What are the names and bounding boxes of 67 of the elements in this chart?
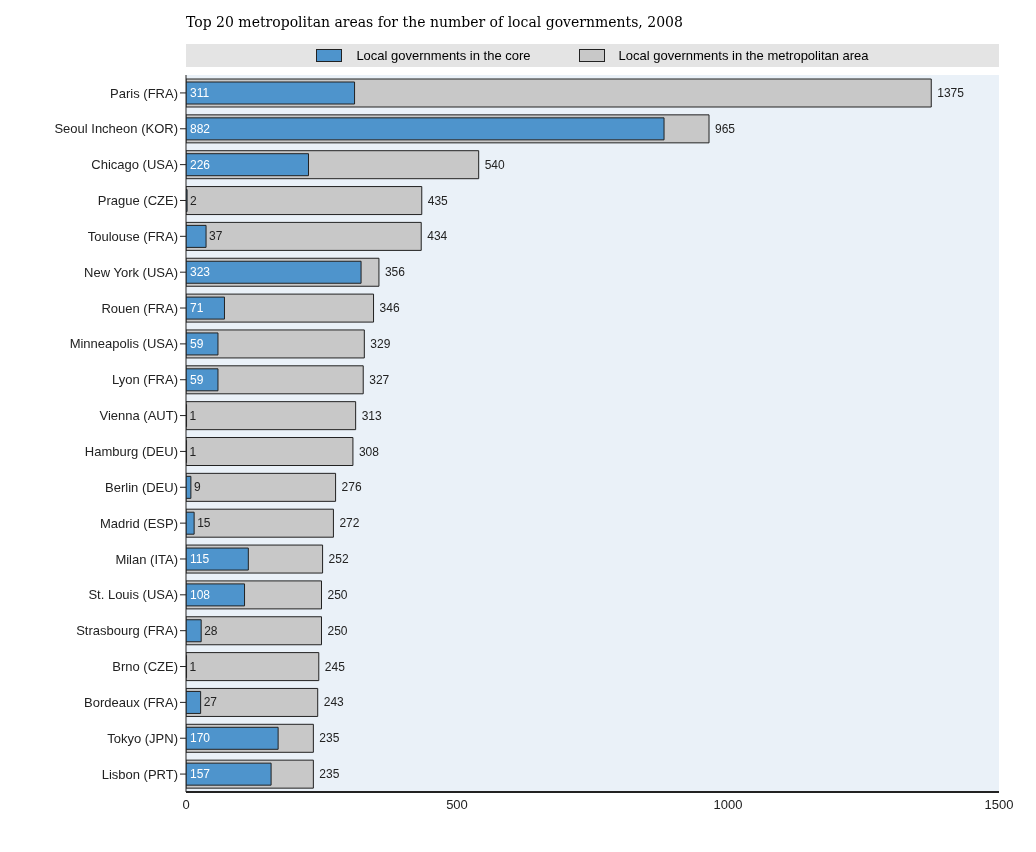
data-label: 435 xyxy=(427,193,449,208)
x-tick-label: 1000 xyxy=(713,797,743,813)
data-label: 434 xyxy=(427,229,448,244)
chart-title: Top 20 metropolitan areas for the number of local governments, 2008 xyxy=(186,13,684,32)
data-label: 1 xyxy=(189,408,197,423)
data-label: 308 xyxy=(358,444,380,459)
data-label: 1375 xyxy=(937,86,965,100)
data-label: 252 xyxy=(328,552,349,567)
data-label: 313 xyxy=(361,408,382,423)
y-tick-label: Madrid (ESP) xyxy=(99,515,178,531)
data-label: 346 xyxy=(379,301,400,316)
y-tick-label: New York (USA) xyxy=(84,264,178,280)
data-label: 37 xyxy=(209,229,223,244)
y-tick-label: Toulouse (FRA) xyxy=(87,228,178,244)
data-label: 108 xyxy=(190,587,211,602)
y-tick-label: Tokyo (JPN) xyxy=(107,730,178,746)
legend-label: Local governments in the core xyxy=(356,48,531,63)
x-tick-label: 500 xyxy=(446,797,468,813)
data-label: 71 xyxy=(190,301,204,316)
data-label: 115 xyxy=(190,552,210,567)
data-label: 170 xyxy=(190,731,211,746)
x-tick-label: 0 xyxy=(182,797,190,813)
data-label: 2 xyxy=(190,193,198,208)
data-label: 9 xyxy=(193,480,201,495)
data-label: 226 xyxy=(190,157,211,172)
data-label: 27 xyxy=(203,695,218,710)
y-tick-label: Prague (CZE) xyxy=(97,193,178,209)
y-tick-label: Berlin (DEU) xyxy=(105,479,178,495)
y-tick-label: Rouen (FRA) xyxy=(101,300,178,316)
y-tick-label: Minneapolis (USA) xyxy=(69,336,178,352)
y-tick-label: Bordeaux (FRA) xyxy=(84,694,178,710)
data-label: 323 xyxy=(190,265,211,280)
data-label: 1 xyxy=(189,444,197,459)
data-label: 243 xyxy=(323,695,345,710)
data-label: 245 xyxy=(324,659,346,674)
data-label: 15 xyxy=(197,516,211,531)
data-label: 276 xyxy=(341,480,362,495)
x-tick-label: 1500 xyxy=(984,797,1014,813)
legend-label: Local governments in the metropolitan area xyxy=(618,48,869,63)
data-label: 250 xyxy=(327,587,348,602)
data-label: 965 xyxy=(715,121,736,136)
data-label: 882 xyxy=(190,121,211,136)
data-label: 59 xyxy=(190,372,204,387)
y-tick-label: Brno (CZE) xyxy=(112,659,178,675)
data-label: 250 xyxy=(327,623,348,638)
data-label: 235 xyxy=(319,731,340,746)
data-label: 356 xyxy=(384,265,406,280)
data-label: 311 xyxy=(190,86,210,100)
data-label: 59 xyxy=(190,336,204,351)
y-tick-label: Paris (FRA) xyxy=(110,85,178,101)
data-label: 157 xyxy=(190,767,211,782)
y-tick-label: Strasbourg (FRA) xyxy=(76,623,178,639)
y-tick-label: Vienna (AUT) xyxy=(99,408,178,424)
y-tick-label: Hamburg (DEU) xyxy=(84,444,178,460)
y-tick-label: Seoul Incheon (KOR) xyxy=(54,121,178,137)
y-tick-label: Chicago (USA) xyxy=(91,157,178,173)
data-label: 235 xyxy=(319,767,340,782)
data-label: 327 xyxy=(369,372,390,387)
y-tick-label: St. Louis (USA) xyxy=(88,587,178,603)
y-tick-label: Lisbon (PRT) xyxy=(101,766,178,782)
y-tick-label: Milan (ITA) xyxy=(115,551,178,567)
data-label: 540 xyxy=(484,157,506,172)
data-label: 272 xyxy=(339,516,360,531)
data-label: 1 xyxy=(189,659,197,674)
data-label: 28 xyxy=(204,623,218,638)
data-label: 329 xyxy=(370,336,391,351)
y-tick-label: Lyon (FRA) xyxy=(112,372,178,388)
